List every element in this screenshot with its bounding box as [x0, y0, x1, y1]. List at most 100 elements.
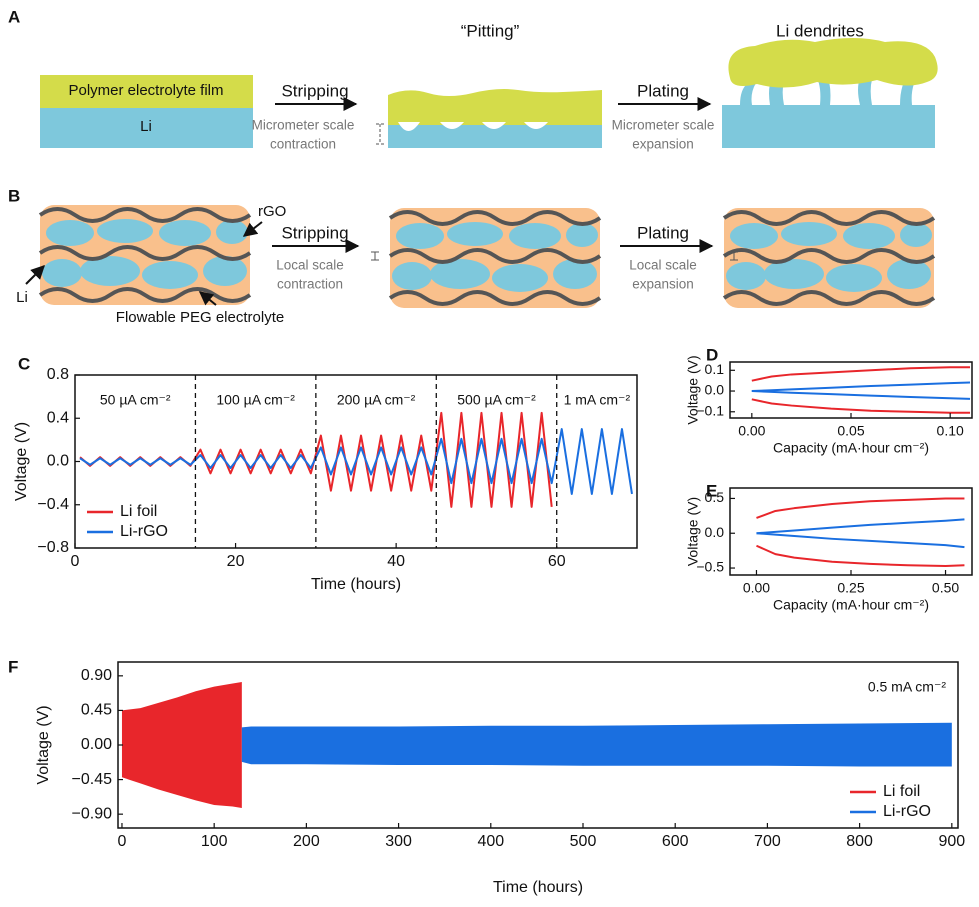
y-tick-label: 0.0 [705, 524, 725, 540]
x-tick-label: 40 [387, 553, 405, 570]
y-tick-label: 0.90 [81, 667, 112, 684]
y-tick-label: 0.1 [705, 361, 725, 377]
note: contraction [277, 277, 343, 292]
x-tick-label: 600 [662, 833, 689, 850]
series-line [751, 398, 971, 414]
stripping-label: Stripping [281, 223, 348, 242]
x-tick-label: 0.05 [837, 423, 864, 439]
y-tick-label: −0.4 [37, 496, 69, 513]
y-tick-label: −0.5 [696, 559, 724, 575]
series-line [756, 497, 965, 519]
x-axis-label: Capacity (mA·hour cm⁻²) [773, 597, 929, 613]
annotation: 50 µA cm⁻² [100, 392, 171, 408]
panel-label: B [8, 186, 20, 205]
series-line [751, 390, 971, 400]
series-band [241, 722, 952, 767]
note: Local scale [276, 258, 344, 273]
plot-area [79, 411, 633, 508]
legend-label: Li-rGO [883, 803, 931, 820]
li-layer [40, 108, 253, 148]
annotation: 500 µA cm⁻² [457, 392, 536, 408]
panel-a: A Polymer electrolyte film Li Stripping … [8, 7, 938, 152]
dendrites [740, 69, 920, 105]
legend-label: Li foil [883, 783, 920, 800]
series-band [121, 681, 242, 809]
x-tick-label: 0 [71, 553, 80, 570]
y-tick-label: 0.45 [81, 702, 112, 719]
series-line [751, 381, 971, 393]
legend-label: Li foil [120, 503, 157, 520]
pointer [198, 291, 217, 306]
pitting-label: “Pitting” [461, 21, 520, 40]
x-tick-label: 0 [118, 833, 127, 850]
y-tick-label: −0.45 [72, 771, 113, 788]
annotation: 0.5 mA cm⁻² [868, 679, 947, 695]
panel-label: D [706, 345, 718, 364]
peg-label: Flowable PEG electrolyte [116, 309, 284, 326]
stripping-label: Stripping [281, 81, 348, 100]
scale-bar [730, 251, 738, 261]
electrolyte-film [388, 89, 602, 125]
y-axis-label: Voltage (V) [685, 497, 701, 566]
y-tick-label: 0.8 [47, 366, 69, 383]
x-tick-label: 800 [846, 833, 873, 850]
x-axis-label: Time (hours) [493, 879, 583, 896]
annotation: 1 mA cm⁻² [564, 392, 631, 408]
chart: E 0.00 0.25 0.50 −0.5 0.0 0.5 Capacity (mA·hour… [685, 481, 973, 613]
plot-area [756, 497, 965, 567]
y-tick-label: −0.90 [72, 805, 113, 822]
y-tick-label: 0.0 [47, 453, 69, 470]
annotation: 200 µA cm⁻² [337, 392, 416, 408]
x-tick-label: 300 [385, 833, 412, 850]
plot-frame [117, 661, 959, 829]
y-tick-label: 0.5 [705, 489, 725, 505]
x-tick-label: 0.00 [743, 580, 770, 596]
film-label: Polymer electrolyte film [68, 82, 223, 99]
plot-frame [729, 487, 973, 576]
note: contraction [270, 137, 336, 152]
electrolyte-film [40, 75, 253, 108]
scale-bar [376, 123, 384, 145]
x-axis-label: Capacity (mA·hour cm⁻²) [773, 440, 929, 456]
x-tick-label: 700 [754, 833, 781, 850]
dendrites-label: Li dendrites [776, 21, 864, 40]
plot-frame [729, 361, 973, 419]
chart: C 0 20 40 60 −0.8 −0.4 0.0 0.4 0.8 Time (hours) Vol… [13, 354, 638, 593]
composite [388, 206, 602, 310]
y-tick-label: 0.4 [47, 409, 69, 426]
note: expansion [632, 137, 694, 152]
plot-frame [74, 374, 638, 549]
series-line [79, 428, 633, 495]
series-line [756, 544, 965, 567]
x-tick-label: 400 [477, 833, 504, 850]
note: Micrometer scale [252, 118, 355, 133]
note: Micrometer scale [612, 118, 715, 133]
plot-area [121, 681, 952, 809]
li-label: Li [16, 289, 28, 306]
chart: F 0 100 200 300 400 500 600 700 800 900 −0.90 −0.45 0… [8, 657, 965, 896]
y-tick-label: −0.8 [37, 539, 69, 556]
x-tick-label: 100 [201, 833, 228, 850]
panel-label: A [8, 7, 20, 26]
composite [722, 206, 936, 310]
x-tick-label: 0.25 [837, 580, 864, 596]
x-tick-label: 20 [227, 553, 245, 570]
legend-label: Li-rGO [120, 523, 168, 540]
note: expansion [632, 277, 694, 292]
x-tick-label: 60 [548, 553, 566, 570]
panel-label: E [706, 481, 717, 500]
panel-label: F [8, 657, 18, 676]
composite [38, 203, 252, 307]
y-axis-label: Voltage (V) [13, 422, 30, 501]
li-label: Li [140, 118, 152, 135]
scale-bar [371, 251, 379, 261]
x-tick-label: 200 [293, 833, 320, 850]
annotation: 100 µA cm⁻² [216, 392, 295, 408]
x-tick-label: 900 [938, 833, 965, 850]
y-axis-label: Voltage (V) [35, 705, 52, 784]
plating-label: Plating [637, 223, 689, 242]
x-tick-label: 500 [570, 833, 597, 850]
x-tick-label: 0.50 [932, 580, 959, 596]
pointer [242, 221, 263, 237]
